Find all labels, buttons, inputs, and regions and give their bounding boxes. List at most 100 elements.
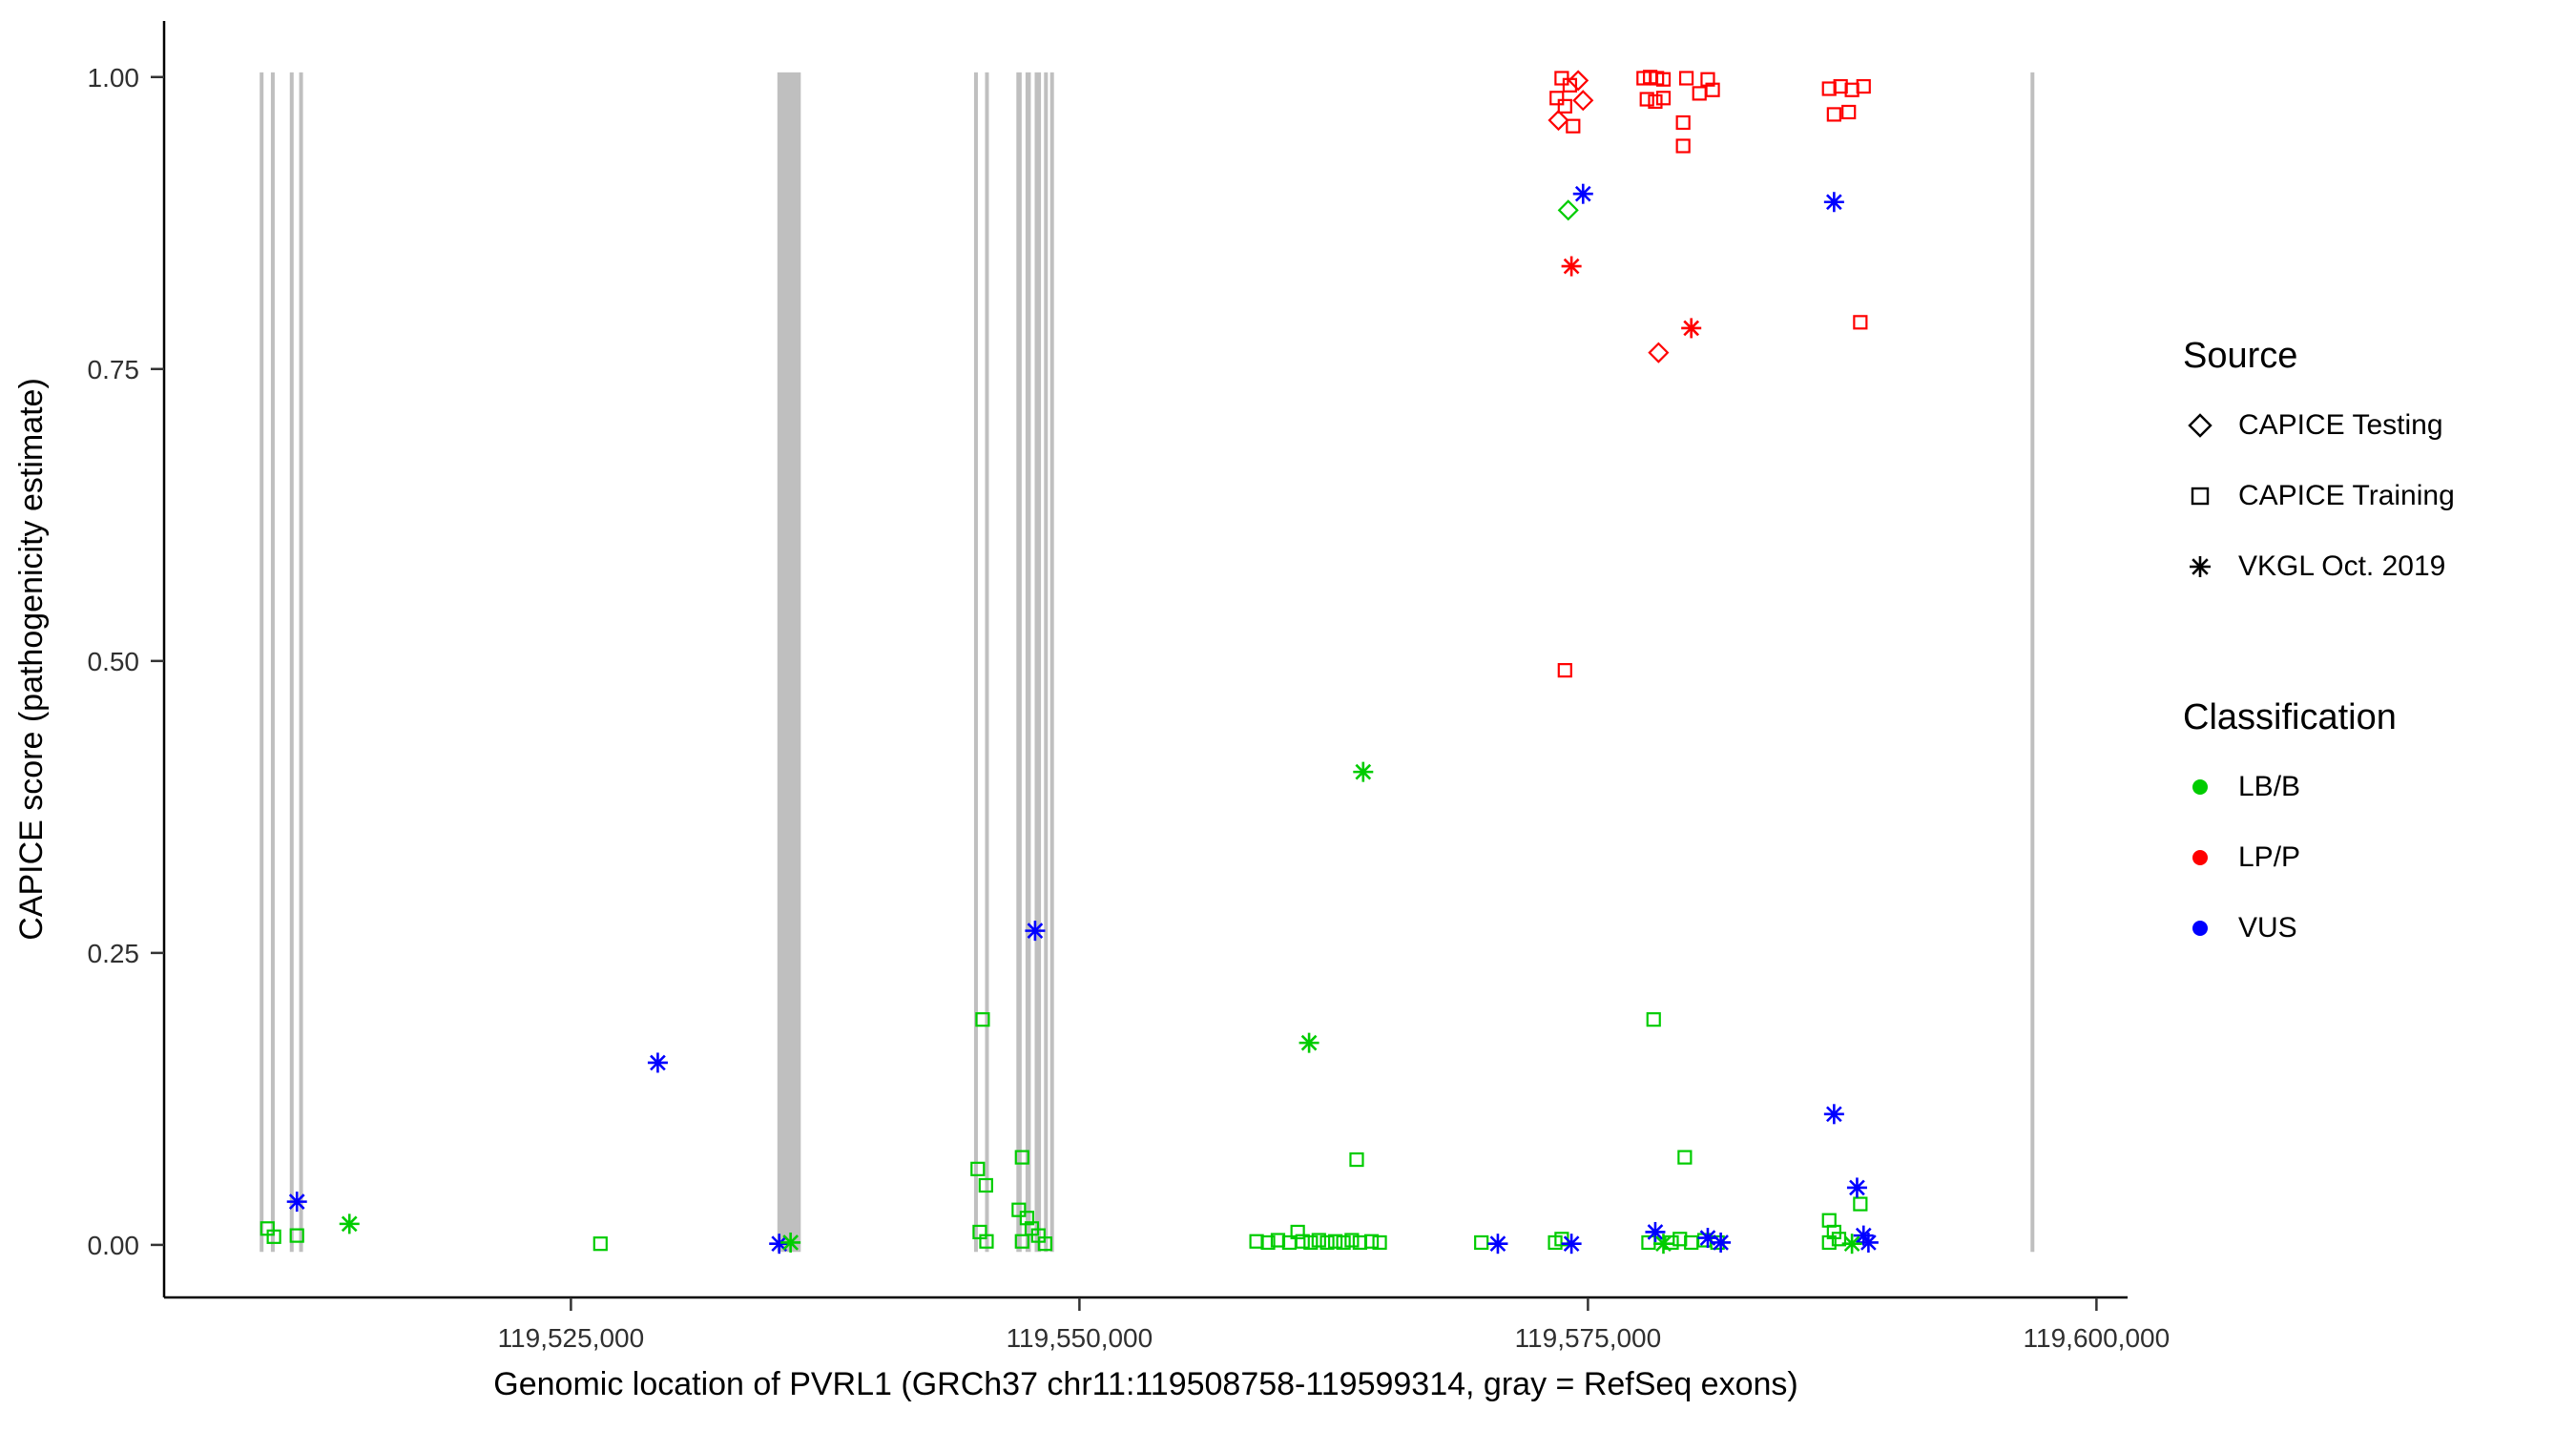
legend-item-label: VKGL Oct. 2019 [2238,550,2446,582]
y-axis-title: CAPICE score (pathogenicity estimate) [13,378,50,941]
data-point-square [1363,1234,1380,1249]
data-point-asterisk [339,1213,360,1234]
data-point-asterisk [780,1232,801,1253]
legend-item-vus: VUS [2183,906,2455,950]
data-point-square [1019,1211,1034,1226]
refseq-exon-bar [270,72,275,1253]
data-point-square [1372,1234,1387,1251]
data-point-asterisk [1681,318,1702,339]
data-point-square [1853,1196,1868,1212]
x-tick-label: 119,550,000 [1007,1323,1153,1353]
circle-marker-icon [2192,850,2208,865]
data-point-diamond [1572,90,1594,112]
legend-item-label: CAPICE Testing [2238,409,2443,441]
data-point-square [1655,91,1672,106]
legend-item-lpp: LP/P [2183,836,2455,880]
data-point-square [266,1229,281,1244]
data-point-square [1260,1234,1276,1251]
refseq-exon-bar [299,72,303,1253]
data-point-diamond [1557,199,1579,221]
data-point-asterisk [1823,192,1844,213]
data-point-square [1562,77,1578,93]
data-point-diamond [1648,342,1670,363]
data-point-square [1011,1202,1027,1217]
data-point-asterisk [1298,1032,1319,1053]
refseq-exon-bar [985,72,989,1253]
data-point-square [1705,82,1720,97]
data-point-asterisk [1487,1234,1508,1255]
data-point-asterisk [1823,1104,1844,1125]
data-point-square [1349,1151,1364,1168]
data-point-square [1678,71,1694,86]
legend-source-title: Source [2183,336,2298,376]
data-point-asterisk [286,1192,307,1213]
data-point-square [1675,138,1691,154]
data-point-square [1648,93,1663,110]
x-tick-label: 119,600,000 [2024,1323,2171,1353]
refseq-exon-bar [1025,72,1031,1253]
legend-item-vkgl: VKGL Oct. 2019 [2183,545,2455,589]
data-point-asterisk [1572,183,1593,204]
square-marker-icon [2191,487,2210,506]
data-point-square [1319,1234,1335,1251]
data-point-square [1566,118,1581,134]
diamond-marker-icon [2188,413,2212,438]
data-point-diamond [1568,70,1589,92]
data-point-square [970,1161,986,1176]
data-point-asterisk [1858,1232,1879,1253]
data-point-square [1639,92,1654,107]
data-point-square [1692,86,1707,101]
data-point-square [1557,663,1572,678]
data-point-diamond [1548,109,1569,132]
refseq-exon-bar [289,72,294,1253]
data-point-square [1646,1012,1661,1027]
x-tick-label: 119,525,000 [498,1323,645,1353]
data-point-square [289,1228,304,1243]
legend-source-group: Source CAPICE Testing CAPICE Training [2183,336,2455,589]
data-point-square [1853,315,1868,330]
legend-item-label: LB/B [2238,771,2301,802]
data-point-square [1311,1233,1326,1248]
data-point-asterisk [1652,1234,1673,1255]
asterisk-marker-icon [2190,556,2211,577]
refseq-exon-bar [260,72,264,1253]
y-tick-label: 0.50 [88,647,140,676]
data-point-square [979,1234,994,1249]
data-point-square [1295,1234,1310,1249]
scatter-plot: Genomic location of PVRL1 (GRCh37 chr11:… [13,21,2171,1402]
refseq-exon-bar [1034,72,1042,1253]
y-tick-label: 1.00 [88,63,140,93]
circle-marker-icon [2192,921,2208,936]
data-point-asterisk [1025,921,1046,942]
legend-item-lbb: LB/B [2183,765,2455,809]
legend-gap [2183,615,2455,697]
data-point-square [1014,1234,1029,1249]
legend-item-label: LP/P [2238,841,2301,873]
y-tick-label: 0.75 [88,355,140,384]
refseq-exon-bar [777,72,801,1253]
legend-classification-title: Classification [2183,697,2397,737]
data-point-square [1344,1233,1360,1248]
data-point-asterisk [647,1052,668,1073]
data-point-asterisk [1841,1234,1862,1255]
data-point-asterisk [1353,761,1374,782]
data-point-asterisk [1846,1177,1867,1198]
data-point-square [1014,1150,1029,1165]
legend-item-capice-testing: CAPICE Testing [2183,404,2455,447]
data-point-square [1831,1232,1847,1247]
y-tick-label: 0.25 [88,939,140,968]
legend-item-capice-training: CAPICE Training [2183,474,2455,518]
legend-item-label: CAPICE Training [2238,480,2455,511]
legend: Source CAPICE Testing CAPICE Training [2183,336,2455,977]
data-point-square [1700,72,1715,87]
legend-classification-group: Classification LB/B LP/P VUS [2183,697,2455,950]
data-point-square [978,1177,993,1193]
data-point-asterisk [1561,1234,1582,1255]
data-point-square [1474,1234,1489,1251]
data-point-square [1549,91,1565,106]
data-point-asterisk [1645,1221,1666,1242]
data-point-square [1290,1224,1305,1240]
circle-marker-icon [2192,779,2208,795]
data-point-square [1557,98,1572,114]
